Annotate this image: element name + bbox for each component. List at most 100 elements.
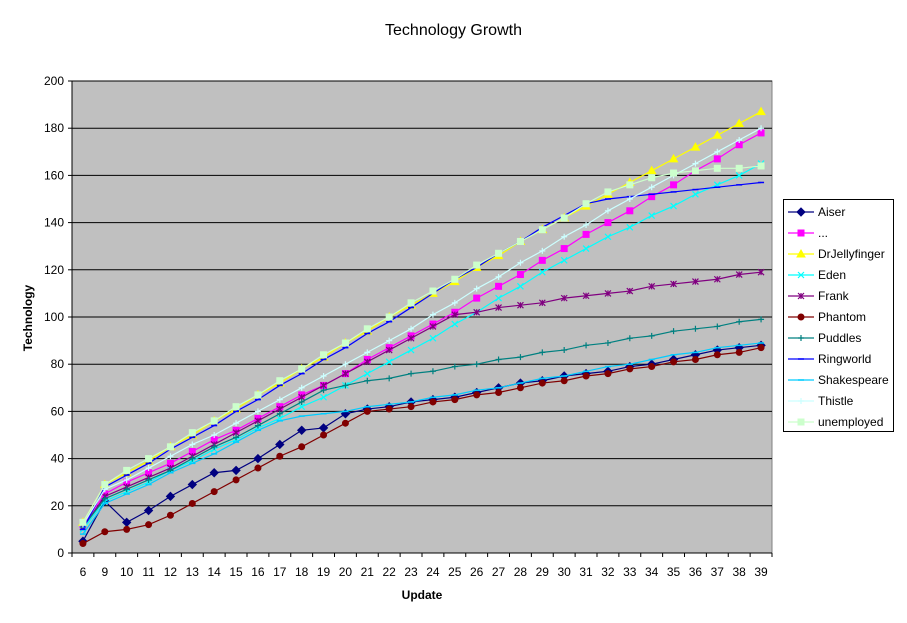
data-point: [451, 275, 459, 283]
legend-label: Aiser: [818, 205, 846, 219]
data-point: [386, 375, 393, 382]
data-point: [166, 443, 174, 451]
data-point: [254, 391, 262, 399]
data-point: [736, 318, 743, 325]
data-point: [231, 465, 241, 476]
data-point: [670, 202, 677, 210]
data-point: [320, 431, 328, 439]
data-point: [254, 464, 262, 472]
data-point: [648, 332, 655, 339]
data-point: [668, 153, 679, 163]
data-point: [298, 443, 306, 451]
data-point: [232, 403, 240, 411]
data-point: [517, 354, 524, 361]
legend-marker: [797, 418, 805, 426]
x-tick-label: 31: [579, 565, 593, 579]
data-point: [386, 337, 393, 344]
series-10: [79, 162, 765, 526]
series-line: [82, 347, 762, 545]
x-tick-label: 9: [101, 565, 108, 579]
data-point: [691, 355, 699, 363]
data-point: [604, 339, 611, 346]
data-point: [473, 294, 481, 302]
data-point: [648, 184, 655, 191]
data-point: [735, 271, 743, 278]
data-point: [429, 398, 437, 406]
data-point: [604, 233, 612, 241]
data-point: [167, 453, 174, 460]
data-point: [145, 476, 152, 483]
data-point: [451, 311, 459, 319]
data-point: [756, 106, 766, 116]
data-point: [626, 287, 634, 295]
data-point: [691, 167, 699, 175]
data-point: [429, 311, 436, 318]
x-axis-label: Update: [401, 588, 443, 602]
y-tick-label: 160: [44, 168, 64, 182]
x-tick-label: 6: [80, 565, 87, 579]
x-tick-label: 15: [229, 565, 243, 579]
legend-swatch: [788, 398, 814, 404]
data-point: [363, 325, 371, 333]
data-point: [604, 207, 611, 214]
x-tick-label: 24: [426, 565, 440, 579]
data-point: [407, 346, 415, 354]
legend-swatch: [788, 229, 814, 237]
data-point: [582, 292, 590, 300]
data-point: [692, 160, 699, 167]
legend-marker: [796, 248, 806, 258]
data-point: [451, 363, 458, 370]
data-point: [123, 525, 131, 533]
data-point: [582, 200, 590, 208]
data-point: [143, 505, 154, 516]
data-point: [385, 313, 393, 321]
data-point: [187, 479, 198, 490]
series-lines: [78, 106, 766, 548]
data-point: [253, 453, 263, 464]
data-point: [757, 162, 765, 170]
legend-label: Thistle: [818, 394, 854, 408]
x-tick-label: 10: [120, 565, 134, 579]
data-point: [495, 273, 502, 280]
x-tick-label: 34: [645, 565, 659, 579]
y-tick-label: 100: [44, 310, 64, 324]
data-point: [342, 370, 349, 378]
x-tick-label: 27: [492, 565, 506, 579]
data-point: [408, 325, 415, 332]
data-point: [670, 328, 677, 335]
data-point: [516, 237, 524, 245]
data-point: [364, 377, 371, 384]
data-point: [670, 181, 678, 189]
data-point: [276, 410, 283, 417]
x-tick-label: 39: [754, 565, 768, 579]
data-point: [320, 393, 327, 401]
y-tick-label: 20: [51, 499, 65, 513]
data-point: [539, 349, 546, 356]
data-point: [736, 137, 743, 143]
series-line: [82, 127, 762, 525]
x-tick-label: 32: [601, 565, 615, 579]
data-point: [451, 299, 458, 306]
y-axis-label: Technology: [21, 284, 35, 352]
data-point: [735, 171, 743, 179]
y-tick-label: 60: [51, 404, 65, 418]
data-point: [123, 486, 130, 493]
data-point: [429, 323, 437, 330]
data-point: [79, 540, 87, 548]
data-point: [495, 294, 502, 302]
data-point: [517, 259, 524, 266]
legend-swatch: [788, 358, 814, 360]
data-point: [648, 212, 656, 219]
data-point: [473, 361, 480, 368]
data-point: [451, 320, 459, 328]
legend-label: Ringworld: [818, 352, 872, 366]
legend-marker: [798, 335, 804, 341]
legend-swatch: [788, 207, 814, 217]
data-point: [233, 434, 240, 441]
data-point: [648, 282, 656, 290]
data-point: [145, 455, 153, 463]
legend-marker: [797, 229, 805, 237]
data-point: [626, 223, 634, 231]
data-point: [320, 351, 328, 359]
